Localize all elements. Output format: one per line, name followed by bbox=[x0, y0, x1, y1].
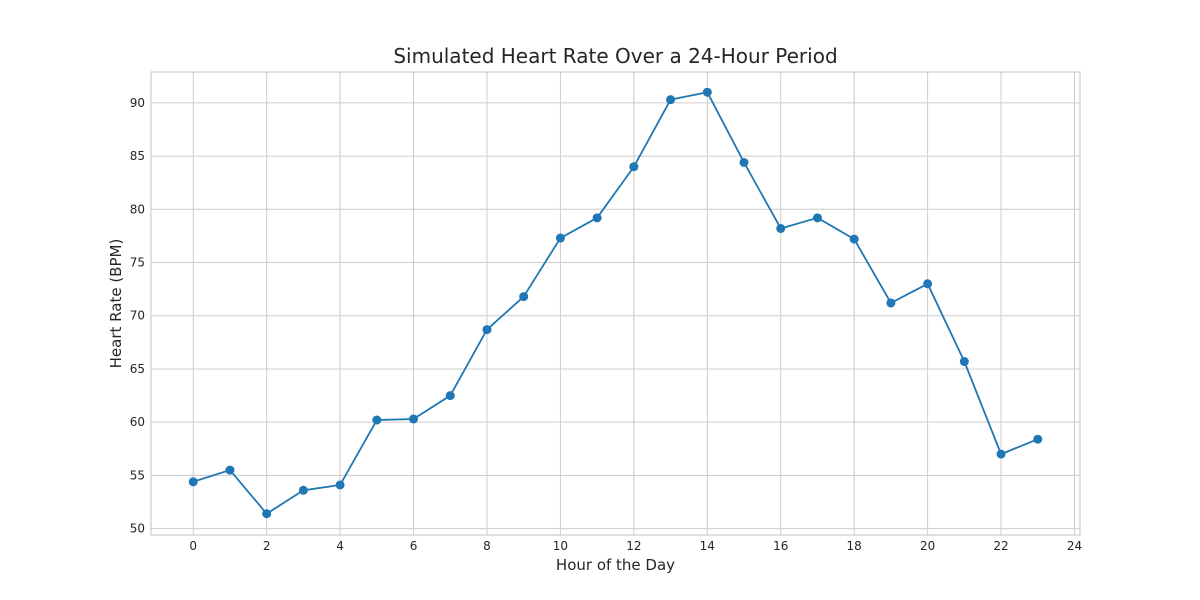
y-tick-label: 80 bbox=[130, 202, 145, 216]
y-tick-label: 65 bbox=[130, 362, 145, 376]
data-point bbox=[372, 415, 382, 425]
data-point bbox=[629, 162, 639, 172]
data-point bbox=[298, 485, 308, 495]
data-point bbox=[335, 480, 345, 490]
y-tick-label: 70 bbox=[130, 309, 145, 323]
series-line bbox=[192, 91, 1039, 515]
data-point bbox=[776, 223, 786, 233]
x-tick-label: 16 bbox=[773, 539, 788, 553]
data-point bbox=[812, 213, 822, 223]
data-point bbox=[923, 279, 933, 289]
x-tick-label: 20 bbox=[920, 539, 935, 553]
data-point bbox=[482, 325, 492, 335]
y-tick-label: 90 bbox=[130, 96, 145, 110]
data-point bbox=[849, 234, 859, 244]
y-tick-label: 50 bbox=[130, 522, 145, 536]
data-point bbox=[666, 95, 676, 105]
data-point bbox=[225, 465, 235, 475]
data-point bbox=[886, 298, 896, 308]
x-tick-label: 22 bbox=[993, 539, 1008, 553]
data-point bbox=[262, 509, 272, 519]
data-point bbox=[592, 213, 602, 223]
grid bbox=[151, 72, 1080, 535]
data-point bbox=[739, 157, 749, 167]
x-tick-label: 8 bbox=[483, 539, 491, 553]
plot-frame bbox=[150, 71, 1081, 536]
x-tick-label: 14 bbox=[700, 539, 715, 553]
x-tick-label: 0 bbox=[189, 539, 197, 553]
data-point bbox=[555, 233, 565, 243]
data-point bbox=[188, 477, 198, 487]
x-tick-label: 18 bbox=[847, 539, 862, 553]
y-tick-label: 55 bbox=[130, 468, 145, 482]
data-point bbox=[519, 292, 529, 302]
data-point bbox=[1033, 434, 1043, 444]
x-tick-label: 10 bbox=[553, 539, 568, 553]
y-axis-label: Heart Rate (BPM) bbox=[107, 239, 125, 369]
x-tick-label: 12 bbox=[626, 539, 641, 553]
x-axis-ticks: 0 2 4 6 8 10 12 14 16 18 20 22 24 bbox=[189, 539, 1082, 553]
series-layer bbox=[188, 87, 1043, 519]
chart-title: Simulated Heart Rate Over a 24-Hour Peri… bbox=[393, 44, 837, 68]
x-tick-label: 6 bbox=[410, 539, 418, 553]
x-tick-label: 2 bbox=[263, 539, 271, 553]
y-axis-ticks: 50 55 60 65 70 75 80 85 90 bbox=[130, 96, 145, 536]
x-tick-label: 4 bbox=[336, 539, 344, 553]
x-axis-label: Hour of the Day bbox=[556, 556, 675, 574]
data-point bbox=[996, 449, 1006, 459]
x-tick-label: 24 bbox=[1067, 539, 1082, 553]
data-point bbox=[409, 414, 419, 424]
data-point bbox=[445, 391, 455, 401]
y-tick-label: 60 bbox=[130, 415, 145, 429]
data-point bbox=[959, 357, 969, 367]
y-tick-label: 75 bbox=[130, 256, 145, 270]
data-point bbox=[702, 87, 712, 97]
y-tick-label: 85 bbox=[130, 149, 145, 163]
